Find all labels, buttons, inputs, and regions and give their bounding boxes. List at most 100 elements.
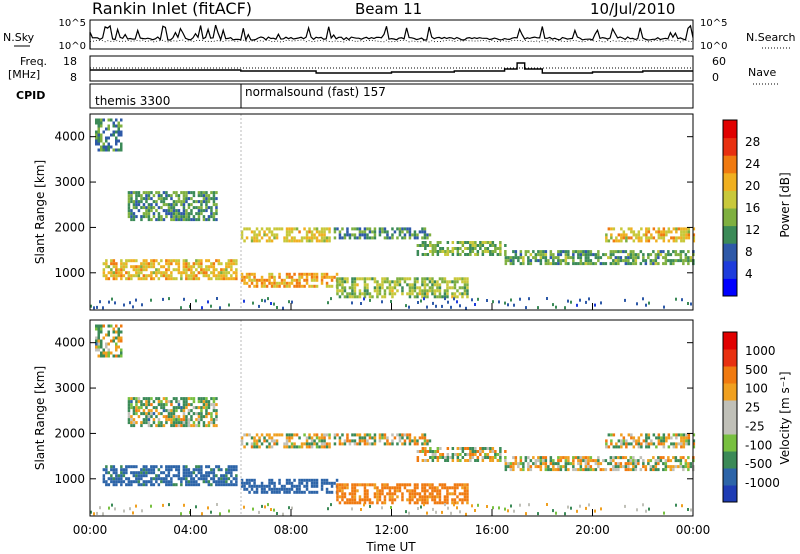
echo-cell	[323, 230, 326, 234]
echo-cell	[667, 227, 671, 231]
echo-cell	[426, 283, 429, 287]
x-axis-label: Time UT	[365, 540, 416, 554]
echo-cell	[265, 484, 269, 488]
echo-cell	[130, 194, 133, 198]
echo-cell	[446, 253, 450, 256]
echo-cell	[187, 471, 191, 475]
echo-cell	[207, 403, 211, 407]
echo-cell	[366, 483, 369, 487]
colorbar-swatch	[723, 225, 737, 244]
echo-cell	[444, 456, 447, 459]
echo-cell	[135, 274, 138, 278]
echo-cell	[652, 262, 655, 266]
echo-cell	[255, 236, 259, 240]
echo-cell	[177, 259, 181, 263]
echo-cell	[318, 436, 321, 440]
echo-cell	[152, 277, 156, 281]
echo-cell	[687, 233, 691, 237]
echo-cell	[366, 286, 369, 290]
echo-cell	[438, 292, 442, 296]
echo-cell	[584, 462, 588, 466]
echo-cell	[514, 459, 518, 463]
echo-cell	[253, 230, 256, 234]
echo-cell	[657, 262, 660, 266]
echo-cell	[446, 447, 450, 450]
echo-cell	[637, 445, 641, 449]
echo-cell	[105, 483, 108, 487]
echo-cell	[219, 306, 221, 310]
echo-cell	[341, 280, 344, 284]
echo-cell	[589, 250, 593, 254]
echo-cell	[192, 468, 196, 472]
echo-cell	[486, 299, 488, 302]
echo-cell	[466, 280, 469, 284]
echo-cell	[157, 424, 161, 428]
colorbar-swatch	[723, 468, 737, 486]
echo-cell	[657, 439, 661, 443]
echo-cell	[170, 424, 173, 428]
echo-cell	[200, 412, 203, 416]
echo-cell	[290, 278, 294, 282]
echo-cell	[142, 212, 146, 216]
echo-cell	[388, 236, 392, 240]
echo-cell	[195, 277, 198, 281]
echo-cell	[167, 277, 171, 281]
echo-cell	[303, 433, 306, 437]
echo-cell	[378, 492, 382, 496]
echo-cell	[200, 397, 203, 401]
echo-cell	[489, 450, 492, 453]
echo-cell	[416, 439, 419, 443]
echo-cell	[165, 468, 168, 472]
echo-cell	[405, 304, 407, 308]
echo-cell	[650, 442, 653, 446]
echo-cell	[368, 277, 372, 281]
colorbar-tick-label: 1000	[745, 344, 776, 358]
echo-cell	[424, 241, 427, 244]
y-tick-label: 2000	[54, 220, 85, 234]
echo-cell	[172, 483, 176, 487]
echo-cell	[346, 295, 349, 299]
echo-cell	[182, 206, 186, 210]
echo-cell	[323, 227, 326, 231]
echo-cell	[416, 295, 419, 299]
echo-cell	[592, 262, 595, 266]
echo-cell	[498, 506, 500, 510]
echo-cell	[168, 297, 170, 301]
echo-cell	[157, 191, 161, 195]
echo-cell	[363, 277, 367, 281]
echo-cell	[195, 299, 197, 303]
echo-cell	[105, 468, 108, 472]
echo-cell	[185, 406, 188, 410]
echo-cell	[276, 512, 278, 515]
echo-cell	[107, 330, 110, 334]
echo-cell	[165, 415, 168, 419]
echo-cell	[451, 253, 455, 256]
echo-cell	[436, 492, 439, 496]
echo-cell	[127, 191, 131, 195]
echo-cell	[677, 236, 681, 240]
echo-cell	[640, 236, 643, 240]
echo-cell	[444, 297, 446, 301]
echo-cell	[120, 468, 123, 472]
echo-cell	[140, 206, 143, 210]
echo-cell	[120, 268, 123, 272]
echo-cell	[373, 227, 377, 231]
echo-cell	[127, 212, 131, 216]
echo-cell	[248, 481, 251, 485]
echo-cell	[172, 418, 176, 422]
echo-cell	[373, 289, 377, 293]
echo-cell	[323, 445, 326, 449]
echo-cell	[305, 484, 309, 488]
echo-cell	[426, 253, 430, 256]
echo-cell	[145, 465, 148, 469]
power-colorbar-label: Power [dB]	[778, 172, 792, 237]
echo-cell	[424, 447, 427, 450]
echo-cell	[305, 236, 309, 240]
echo-cell	[162, 218, 166, 222]
echo-cell	[639, 456, 643, 460]
echo-cell	[110, 480, 113, 484]
echo-cell	[130, 265, 133, 269]
echo-cell	[278, 275, 281, 279]
echo-cell	[175, 406, 178, 410]
